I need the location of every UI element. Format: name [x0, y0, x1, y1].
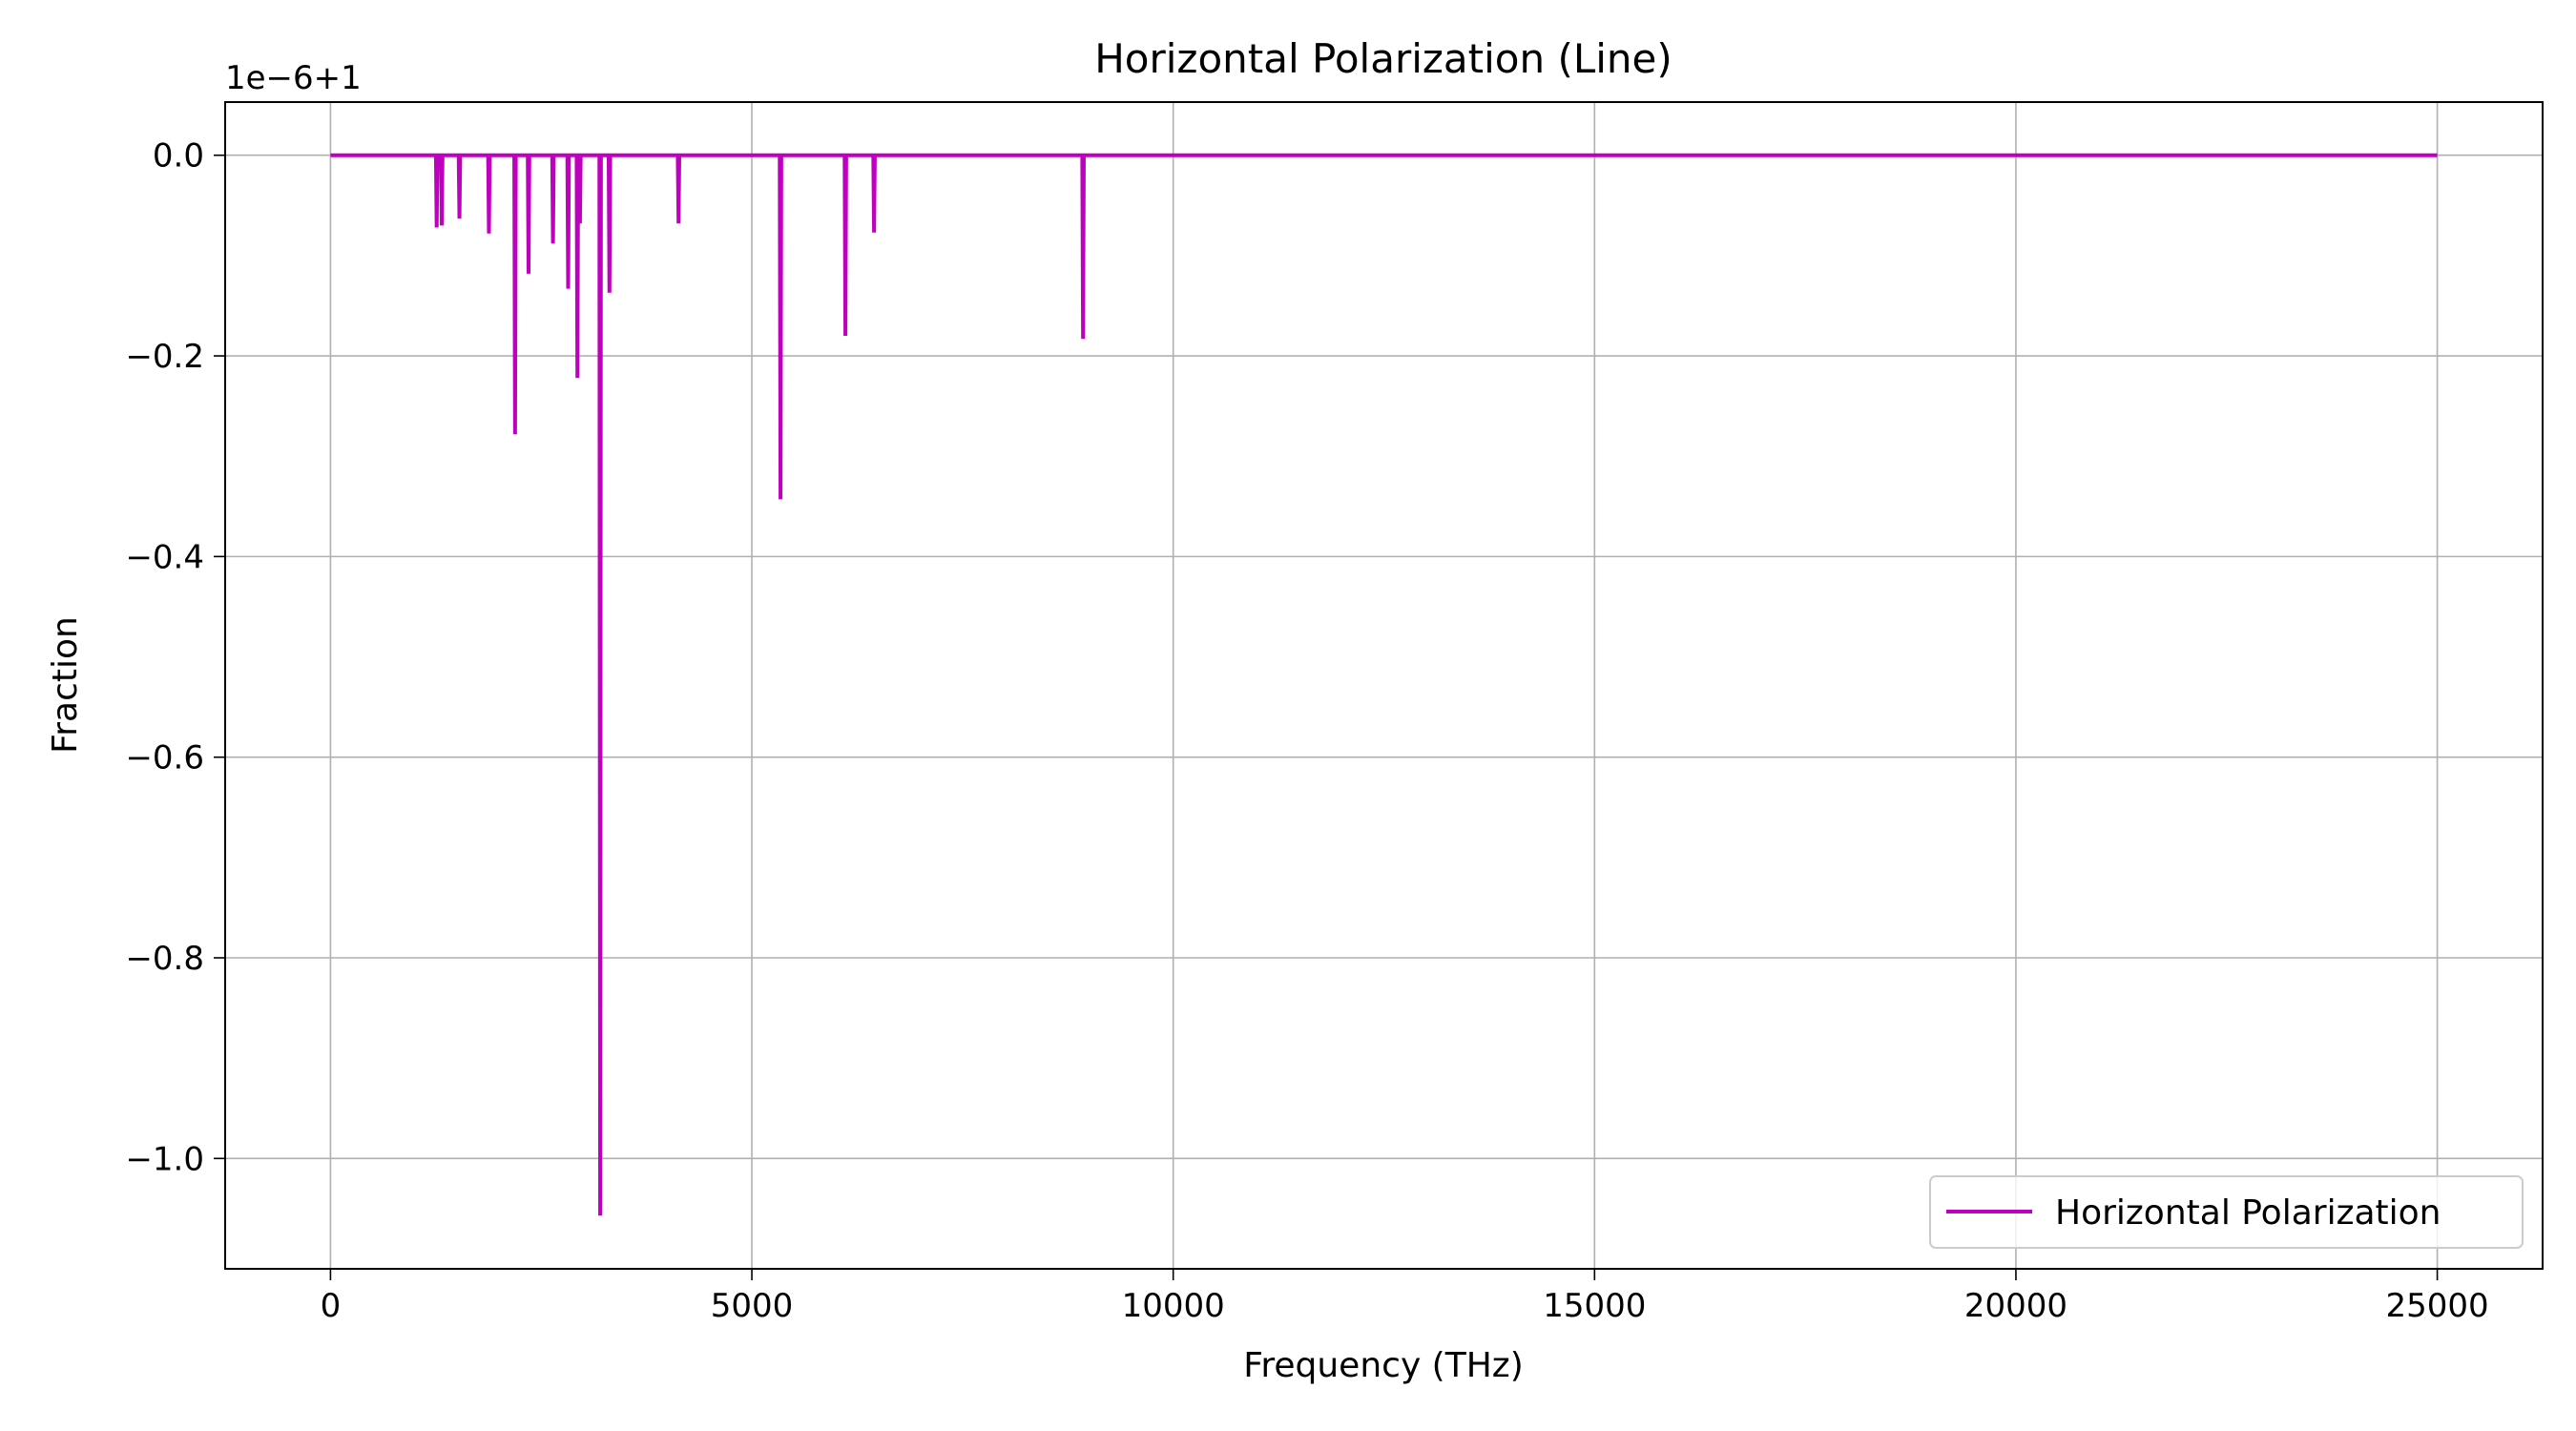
x-tick-label: 0: [321, 1287, 342, 1325]
chart-title: Horizontal Polarization (Line): [1094, 35, 1672, 82]
x-tick-label: 25000: [2386, 1287, 2489, 1325]
y-axis-label: Fraction: [46, 616, 85, 754]
x-axis-label: Frequency (THz): [1243, 1346, 1523, 1385]
x-tick-label: 20000: [1964, 1287, 2067, 1325]
y-tick-label: 0.0: [153, 137, 204, 176]
y-tick-label: −0.6: [125, 739, 204, 778]
axis-offset-label: 1e−6+1: [225, 59, 362, 97]
y-tick-label: −0.4: [125, 538, 204, 576]
x-tick-label: 10000: [1122, 1287, 1225, 1325]
legend-label: Horizontal Polarization: [2055, 1193, 2441, 1233]
legend: Horizontal Polarization: [1930, 1176, 2523, 1248]
x-tick-label: 15000: [1543, 1287, 1646, 1325]
y-tick-label: −0.2: [125, 338, 204, 376]
x-tick-label: 5000: [711, 1287, 794, 1325]
y-tick-label: −0.8: [125, 940, 204, 978]
y-tick-label: −1.0: [125, 1140, 204, 1178]
